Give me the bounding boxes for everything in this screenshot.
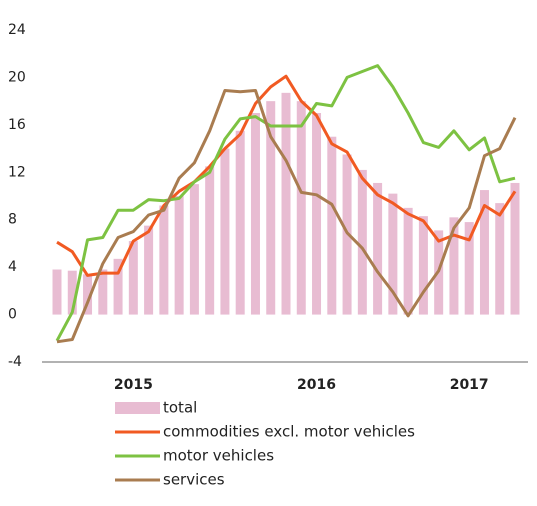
bar (189, 184, 199, 315)
legend-label: motor vehicles (163, 447, 274, 465)
bar (83, 274, 93, 315)
x-tick-label: 2015 (114, 377, 153, 393)
bar (113, 258, 123, 315)
bar (144, 225, 154, 315)
bar (159, 205, 169, 315)
bar (403, 207, 413, 315)
legend-label: services (163, 471, 225, 489)
bar (510, 182, 520, 315)
y-tick-label: 8 (8, 212, 17, 228)
bar (418, 216, 428, 315)
y-tick-label: 16 (8, 117, 26, 133)
bar (495, 203, 505, 315)
bar (357, 169, 367, 315)
x-tick-label: 2017 (450, 377, 489, 393)
bar (327, 136, 337, 315)
x-tick-label: 2016 (297, 377, 336, 393)
bar (98, 269, 108, 315)
bar (52, 269, 62, 315)
bar (266, 101, 276, 315)
y-tick-label: 4 (8, 259, 17, 275)
line (56, 74, 517, 277)
bar (296, 101, 306, 315)
bar (373, 182, 383, 315)
bar (281, 92, 291, 315)
bar (479, 190, 489, 315)
bar (464, 222, 474, 315)
y-tick-label: 24 (8, 22, 26, 38)
y-tick-label: -4 (8, 354, 22, 370)
bar (67, 270, 77, 315)
legend-label: total (163, 399, 197, 417)
line (56, 89, 517, 344)
bar (250, 113, 260, 315)
bar (128, 241, 138, 315)
bar (449, 217, 459, 315)
y-tick-label: 12 (8, 164, 26, 180)
bar (235, 130, 245, 315)
legend-swatch (115, 402, 160, 414)
bar (312, 113, 322, 315)
y-tick-label: 0 (8, 307, 17, 323)
bar (220, 148, 230, 315)
bar (205, 166, 215, 315)
legend-label: commodities excl. motor vehicles (163, 423, 415, 441)
bar (174, 196, 184, 315)
bar (388, 193, 398, 315)
line (55, 64, 516, 342)
y-tick-label: 20 (8, 69, 26, 85)
